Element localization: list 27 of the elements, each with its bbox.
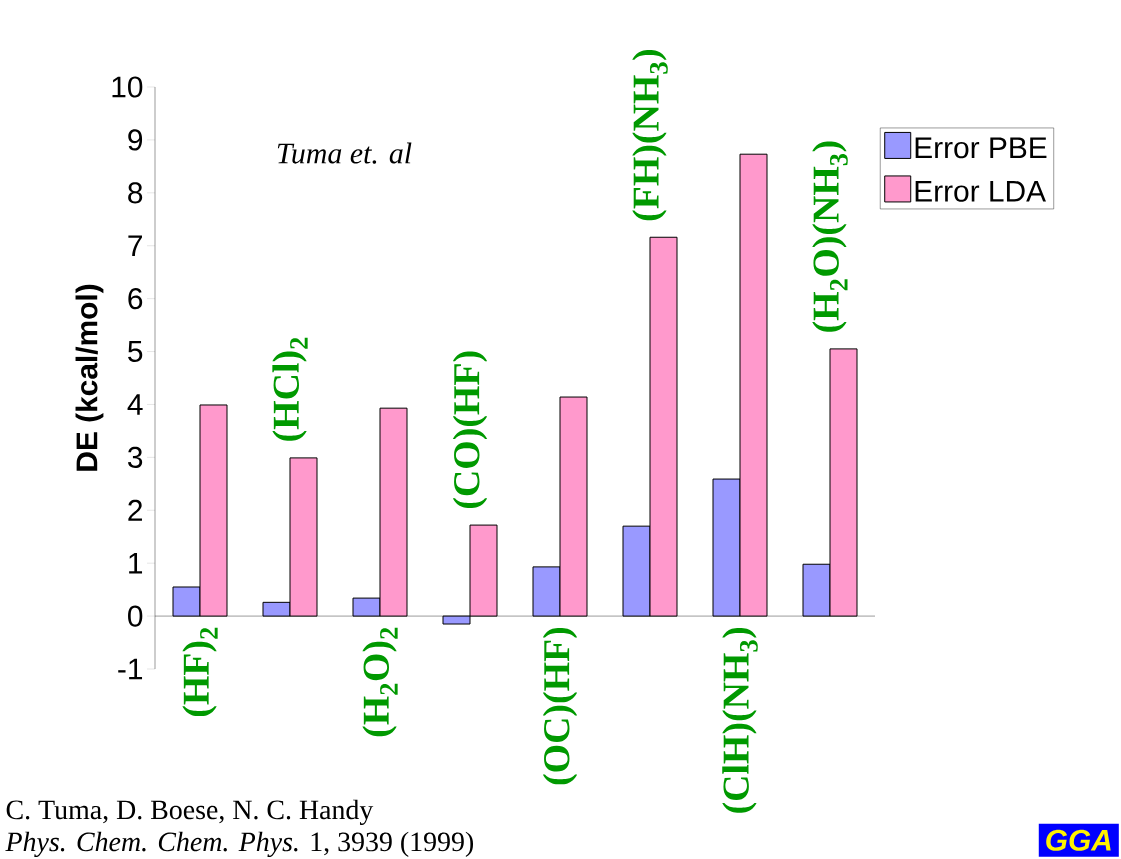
x-tick-label: (FH)(NH$_{3}$)	[632, 49, 668, 221]
y-tick-label: 8	[128, 182, 143, 204]
y-tick-label: 5	[128, 341, 143, 362]
text: Phys. Chem. Chem. Phys. 1, 3939 (1999)	[5, 831, 474, 858]
y-tick-label: 10	[112, 76, 143, 98]
legend-label: Error LDA	[915, 180, 1046, 202]
y-tick-label: 7	[128, 235, 142, 256]
y-tick-label: 1	[129, 552, 143, 574]
y-tick-label: 3	[128, 446, 143, 468]
y-tick-label: -1	[118, 658, 143, 680]
x-tick-label: (OC)(HF)	[542, 627, 578, 785]
text: GGA	[1046, 829, 1111, 851]
y-tick-label: 9	[128, 129, 143, 151]
x-tick-label: (H$_{2}$O)(NH$_{3}$)	[812, 141, 848, 332]
x-tick-label: (H$_{2}$O)$_{2}$	[362, 627, 398, 737]
y-tick-label: 2	[128, 499, 142, 521]
y-axis-title: DE (kcal/mol)	[75, 284, 104, 471]
annotation: Tuma et. al	[277, 142, 412, 164]
x-tick-label: (HCl)$_{2}$	[272, 337, 308, 441]
legend-label: Error PBE	[915, 137, 1047, 159]
y-tick-label: 6	[128, 288, 143, 310]
x-tick-label: (HF)$_{2}$	[182, 627, 218, 717]
y-tick-label: 4	[127, 394, 143, 415]
x-tick-label: (ClH)(NH$_{3}$)	[722, 627, 758, 813]
y-tick-label: 0	[128, 605, 143, 627]
text: C. Tuma, D. Boese, N. C. Handy	[6, 799, 374, 826]
x-tick-label: (CO)(HF)	[452, 351, 488, 509]
